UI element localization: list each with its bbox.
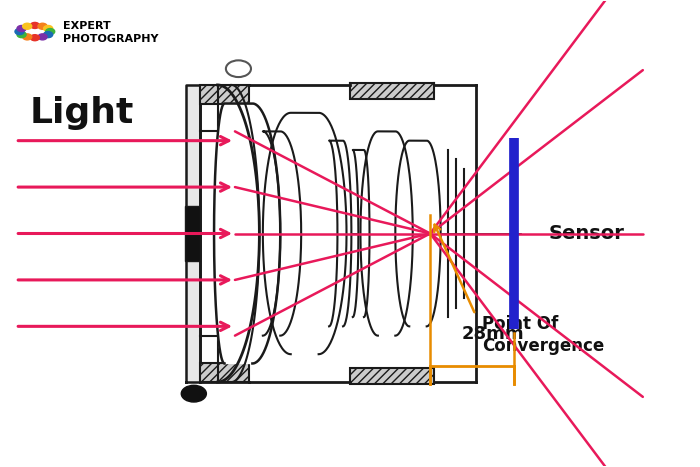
Text: Light: Light bbox=[29, 96, 134, 130]
Bar bbox=[350, 368, 434, 384]
Circle shape bbox=[17, 32, 26, 38]
Polygon shape bbox=[214, 104, 280, 363]
Bar bbox=[350, 83, 434, 99]
Polygon shape bbox=[395, 141, 440, 326]
Bar bbox=[200, 363, 249, 382]
Polygon shape bbox=[263, 113, 346, 354]
Circle shape bbox=[181, 385, 206, 402]
Circle shape bbox=[22, 23, 32, 29]
Circle shape bbox=[43, 26, 52, 31]
Circle shape bbox=[38, 23, 47, 29]
Polygon shape bbox=[262, 131, 301, 336]
Circle shape bbox=[30, 35, 39, 41]
Bar bbox=[200, 85, 249, 104]
Circle shape bbox=[15, 28, 24, 35]
Polygon shape bbox=[360, 131, 413, 336]
Circle shape bbox=[46, 28, 55, 35]
Text: 28mm: 28mm bbox=[461, 325, 524, 343]
Circle shape bbox=[30, 22, 39, 28]
Text: Sensor: Sensor bbox=[549, 224, 624, 243]
Bar bbox=[185, 205, 200, 262]
Circle shape bbox=[17, 26, 26, 31]
Text: Point Of
Convergence: Point Of Convergence bbox=[482, 315, 605, 355]
Text: PHOTOGRAPHY: PHOTOGRAPHY bbox=[63, 34, 158, 43]
Circle shape bbox=[38, 34, 47, 40]
Polygon shape bbox=[353, 150, 370, 317]
Circle shape bbox=[43, 32, 52, 38]
Polygon shape bbox=[186, 85, 200, 382]
Text: EXPERT: EXPERT bbox=[63, 21, 111, 31]
Circle shape bbox=[22, 34, 32, 40]
Polygon shape bbox=[329, 141, 351, 326]
